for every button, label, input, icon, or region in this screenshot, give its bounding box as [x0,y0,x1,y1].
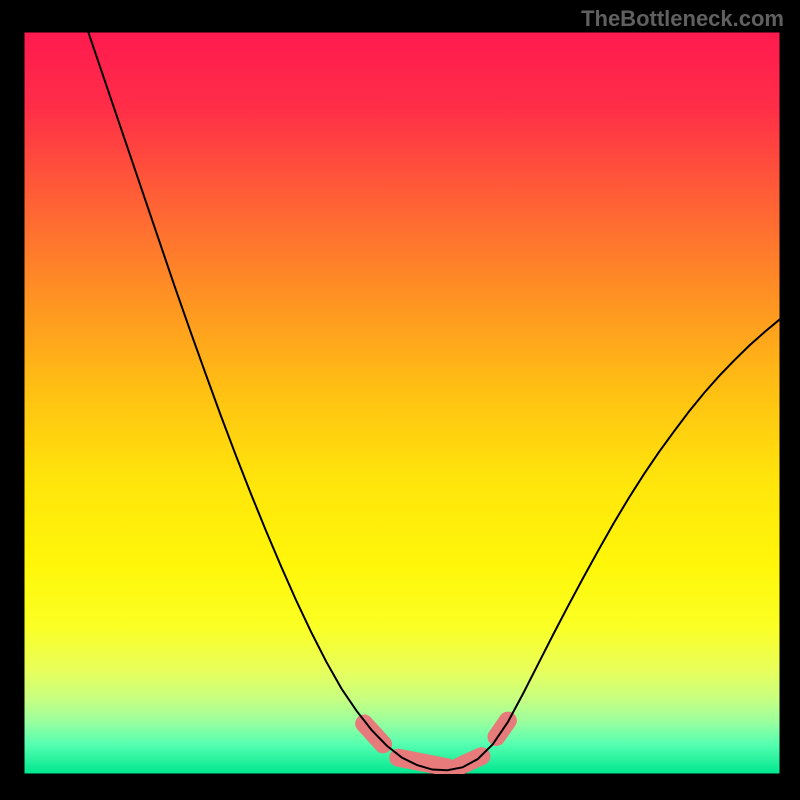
watermark-text: TheBottleneck.com [581,6,784,32]
chart-background [24,32,780,774]
bottleneck-chart-svg [24,32,780,774]
chart-plot-area [24,32,780,774]
